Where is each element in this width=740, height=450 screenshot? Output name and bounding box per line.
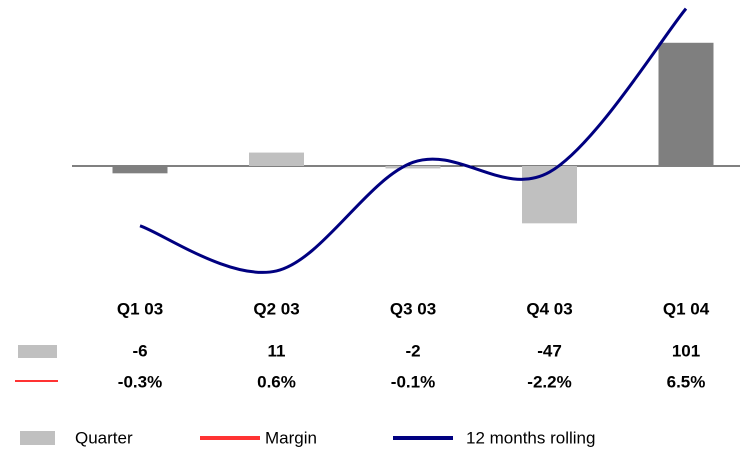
bar bbox=[658, 42, 714, 166]
margin-label: 6.5% bbox=[667, 372, 706, 391]
bar bbox=[522, 166, 577, 224]
legend-swatch bbox=[20, 431, 55, 445]
category-label: Q3 03 bbox=[390, 299, 436, 318]
category-label: Q1 03 bbox=[117, 299, 163, 318]
margin-label: -0.3% bbox=[118, 372, 162, 391]
legend-label: 12 months rolling bbox=[466, 428, 595, 447]
category-label: Q4 03 bbox=[526, 299, 572, 318]
value-label: -2 bbox=[405, 341, 420, 360]
bar bbox=[249, 152, 304, 166]
rolling-line bbox=[139, 7, 688, 274]
row-swatch bbox=[18, 345, 57, 358]
legend-label: Margin bbox=[265, 428, 317, 447]
bar bbox=[112, 166, 168, 174]
bar bbox=[385, 166, 441, 169]
value-label: -47 bbox=[537, 341, 562, 360]
legend-label: Quarter bbox=[75, 428, 133, 447]
value-label: 11 bbox=[268, 341, 286, 360]
margin-label: -2.2% bbox=[527, 372, 571, 391]
value-label: -6 bbox=[132, 341, 147, 360]
category-label: Q2 03 bbox=[253, 299, 299, 318]
margin-label: -0.1% bbox=[391, 372, 435, 391]
value-label: 101 bbox=[672, 341, 700, 360]
category-label: Q1 04 bbox=[663, 299, 710, 318]
margin-label: 0.6% bbox=[257, 372, 296, 391]
